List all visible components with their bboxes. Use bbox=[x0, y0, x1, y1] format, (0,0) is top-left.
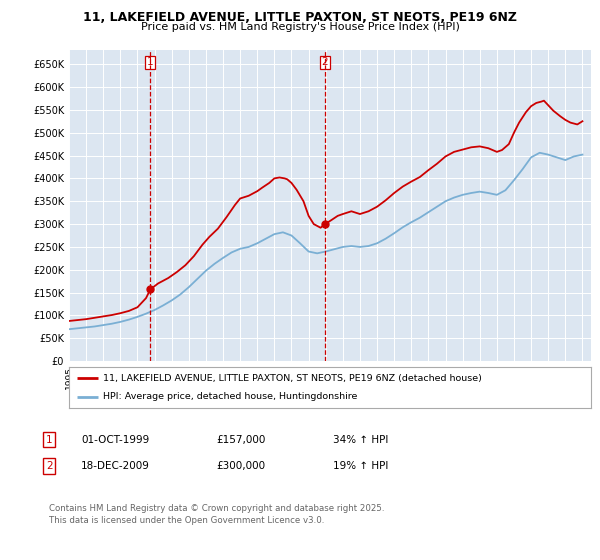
Text: 11, LAKEFIELD AVENUE, LITTLE PAXTON, ST NEOTS, PE19 6NZ: 11, LAKEFIELD AVENUE, LITTLE PAXTON, ST … bbox=[83, 11, 517, 24]
Text: £300,000: £300,000 bbox=[216, 461, 265, 471]
Text: HPI: Average price, detached house, Huntingdonshire: HPI: Average price, detached house, Hunt… bbox=[103, 393, 358, 402]
Text: 19% ↑ HPI: 19% ↑ HPI bbox=[333, 461, 388, 471]
Text: Contains HM Land Registry data © Crown copyright and database right 2025.
This d: Contains HM Land Registry data © Crown c… bbox=[49, 504, 385, 525]
Text: 01-OCT-1999: 01-OCT-1999 bbox=[81, 435, 149, 445]
Text: 1: 1 bbox=[46, 435, 53, 445]
Text: 34% ↑ HPI: 34% ↑ HPI bbox=[333, 435, 388, 445]
Text: Price paid vs. HM Land Registry's House Price Index (HPI): Price paid vs. HM Land Registry's House … bbox=[140, 22, 460, 32]
Text: 11, LAKEFIELD AVENUE, LITTLE PAXTON, ST NEOTS, PE19 6NZ (detached house): 11, LAKEFIELD AVENUE, LITTLE PAXTON, ST … bbox=[103, 374, 482, 382]
Text: 1: 1 bbox=[147, 57, 154, 67]
Text: 2: 2 bbox=[322, 57, 328, 67]
Text: 18-DEC-2009: 18-DEC-2009 bbox=[81, 461, 150, 471]
Text: 2: 2 bbox=[46, 461, 53, 471]
Text: £157,000: £157,000 bbox=[216, 435, 265, 445]
